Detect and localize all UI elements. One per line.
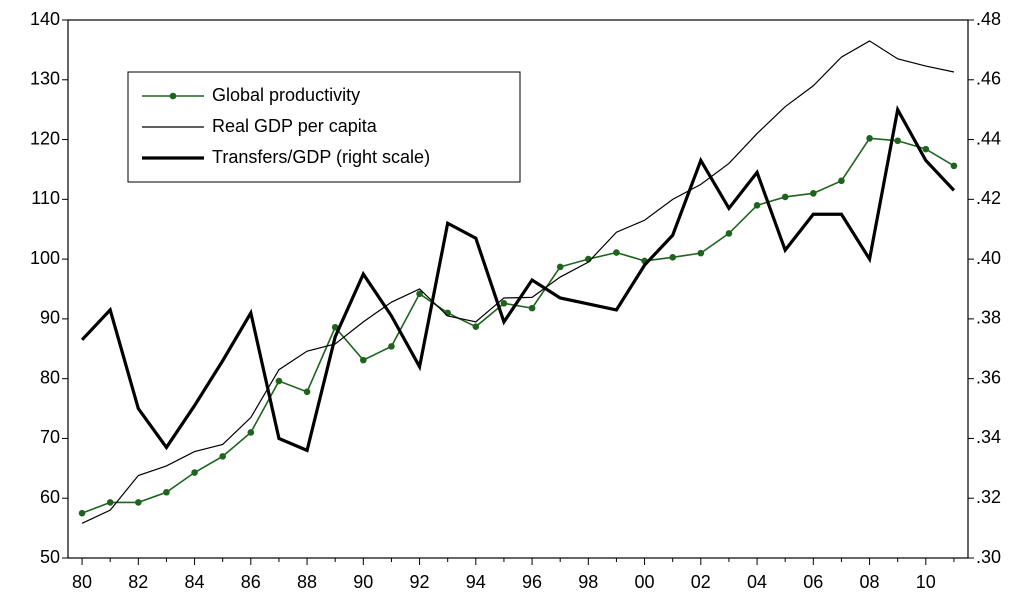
y2-tick-label: .30 <box>976 547 1001 567</box>
y-tick-label: 90 <box>40 308 60 328</box>
series-line <box>81 40 955 524</box>
data-point <box>106 499 114 506</box>
data-point <box>781 193 789 201</box>
data-point <box>303 388 311 396</box>
legend-label: Real GDP per capita <box>212 116 378 136</box>
x-tick-label: 08 <box>860 572 880 592</box>
data-point <box>613 249 620 256</box>
data-point <box>838 177 845 185</box>
x-tick-label: 10 <box>916 572 936 592</box>
x-tick-label: 82 <box>128 572 148 592</box>
x-tick-label: 98 <box>578 572 598 592</box>
data-point <box>247 429 255 436</box>
data-point <box>275 377 283 385</box>
data-point <box>360 356 367 364</box>
y-tick-label: 50 <box>40 547 60 567</box>
data-point <box>388 343 395 350</box>
y2-tick-label: .38 <box>976 308 1001 328</box>
y2-tick-label: .44 <box>976 128 1001 148</box>
y2-tick-label: .32 <box>976 487 1001 507</box>
y2-tick-label: .48 <box>976 9 1001 29</box>
y-tick-label: 110 <box>31 188 60 208</box>
legend-label: Transfers/GDP (right scale) <box>212 147 430 167</box>
data-point <box>556 263 564 271</box>
y2-tick-label: .34 <box>976 427 1001 447</box>
x-tick-label: 90 <box>353 572 373 592</box>
data-point <box>528 304 536 312</box>
x-tick-label: 00 <box>635 572 655 592</box>
x-tick-label: 02 <box>691 572 711 592</box>
data-point <box>697 249 705 257</box>
x-tick-label: 86 <box>241 572 261 592</box>
y-tick-label: 70 <box>40 427 60 447</box>
data-point <box>810 190 817 197</box>
y-tick-label: 60 <box>40 487 60 507</box>
data-point <box>753 202 761 209</box>
y-tick-label: 80 <box>40 367 60 387</box>
y2-tick-label: .40 <box>976 248 1001 268</box>
plot-frame <box>67 19 969 559</box>
data-point <box>331 323 339 331</box>
y2-tick-label: .46 <box>976 69 1001 89</box>
x-tick-label: 84 <box>185 572 205 592</box>
y-tick-label: 100 <box>30 248 60 268</box>
data-point <box>219 453 226 460</box>
data-point <box>472 323 480 330</box>
data-point <box>725 230 733 237</box>
data-point <box>922 145 930 153</box>
legend-label: Global productivity <box>212 85 360 105</box>
x-tick-label: 88 <box>297 572 317 592</box>
series-line <box>80 105 956 453</box>
x-tick-label: 04 <box>747 572 767 592</box>
x-tick-label: 96 <box>522 572 542 592</box>
data-point <box>866 135 873 142</box>
data-point <box>669 254 676 261</box>
data-point <box>78 509 86 517</box>
x-tick-label: 94 <box>466 572 486 592</box>
x-tick-label: 06 <box>803 572 823 592</box>
series-line <box>81 137 955 514</box>
y2-tick-label: .36 <box>976 367 1001 387</box>
legend-marker <box>169 92 177 100</box>
y2-tick-label: .42 <box>976 188 1001 208</box>
x-tick-label: 92 <box>410 572 430 592</box>
data-point <box>135 499 142 506</box>
data-point <box>416 290 423 298</box>
y-tick-label: 120 <box>30 128 60 148</box>
data-point <box>163 488 170 496</box>
y-tick-label: 130 <box>30 69 60 89</box>
x-tick-label: 80 <box>72 572 92 592</box>
y-tick-label: 140 <box>30 9 60 29</box>
data-point <box>894 137 901 145</box>
data-point <box>500 300 508 307</box>
data-point <box>950 162 958 170</box>
data-point <box>191 469 198 476</box>
